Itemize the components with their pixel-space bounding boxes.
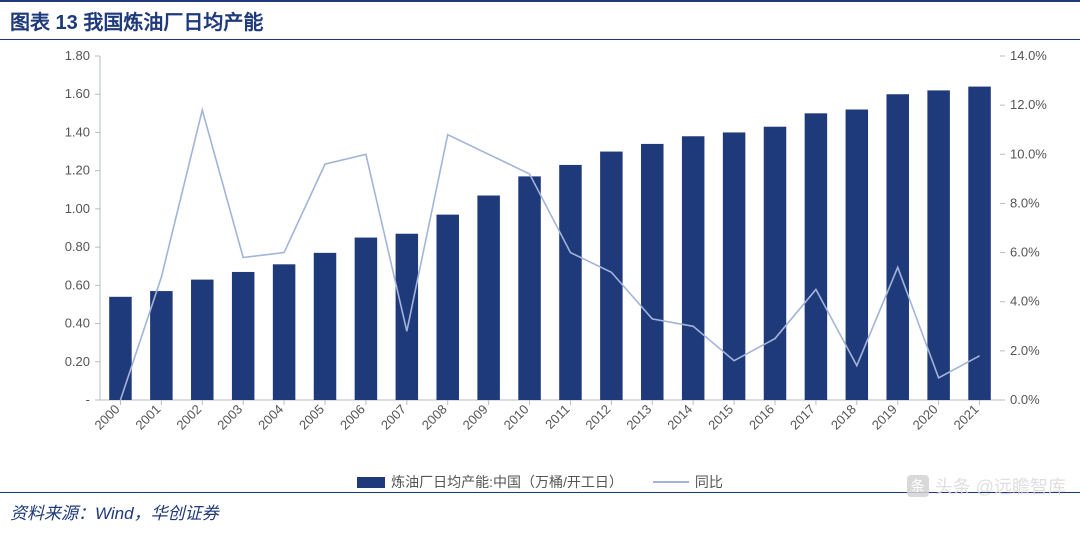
svg-text:2013: 2013 — [623, 402, 654, 433]
bar — [641, 144, 664, 400]
svg-text:0.0%: 0.0% — [1010, 392, 1040, 407]
legend-line-label: 同比 — [695, 472, 723, 492]
svg-text:1.00: 1.00 — [65, 201, 90, 216]
svg-text:2019: 2019 — [869, 402, 900, 433]
svg-text:10.0%: 10.0% — [1010, 146, 1047, 161]
svg-text:2000: 2000 — [92, 402, 123, 433]
chart-title: 图表 13 我国炼油厂日均产能 — [0, 0, 1080, 40]
svg-text:0.60: 0.60 — [65, 277, 90, 292]
svg-text:1.20: 1.20 — [65, 163, 90, 178]
bar — [886, 94, 909, 400]
svg-text:1.80: 1.80 — [65, 48, 90, 63]
svg-text:2007: 2007 — [378, 402, 409, 433]
svg-text:1.40: 1.40 — [65, 124, 90, 139]
bar — [191, 280, 214, 400]
svg-text:2018: 2018 — [828, 402, 859, 433]
legend-line: 同比 — [653, 472, 723, 492]
svg-text:2009: 2009 — [460, 402, 491, 433]
svg-text:0.80: 0.80 — [65, 239, 90, 254]
bar — [764, 127, 787, 400]
legend-line-swatch — [653, 481, 689, 483]
svg-text:-: - — [86, 392, 90, 407]
bar — [232, 272, 255, 400]
svg-text:2002: 2002 — [173, 402, 204, 433]
bar — [805, 113, 828, 400]
svg-text:8.0%: 8.0% — [1010, 195, 1040, 210]
svg-text:2014: 2014 — [664, 402, 695, 433]
chart-container: - 0.20 0.40 0.60 0.80 1.00 1.20 1.40 1.60 1.80 0.0… — [0, 40, 1080, 470]
bar — [927, 90, 950, 400]
legend-bar-label: 炼油厂日均产能:中国（万桶/开工日） — [391, 472, 623, 492]
bar — [436, 215, 459, 400]
svg-text:2017: 2017 — [787, 402, 818, 433]
watermark: 条 头条 @远瞻智库 — [907, 473, 1066, 499]
bar — [600, 152, 623, 400]
legend-bar-swatch — [357, 477, 385, 488]
bar — [109, 297, 132, 400]
svg-text:14.0%: 14.0% — [1010, 48, 1047, 63]
bar — [273, 264, 296, 400]
svg-text:12.0%: 12.0% — [1010, 97, 1047, 112]
svg-text:4.0%: 4.0% — [1010, 294, 1040, 309]
svg-text:2010: 2010 — [501, 402, 532, 433]
svg-text:2020: 2020 — [910, 402, 941, 433]
bar — [150, 291, 173, 400]
svg-text:2005: 2005 — [296, 402, 327, 433]
svg-text:2011: 2011 — [542, 402, 572, 432]
bar — [559, 165, 582, 400]
svg-text:2021: 2021 — [951, 402, 982, 433]
bar — [682, 136, 705, 400]
svg-text:2012: 2012 — [582, 402, 613, 433]
bar — [846, 110, 869, 400]
bar — [477, 196, 500, 400]
svg-text:6.0%: 6.0% — [1010, 245, 1040, 260]
svg-text:2008: 2008 — [419, 402, 450, 433]
svg-text:2001: 2001 — [132, 402, 163, 433]
bar — [355, 238, 378, 400]
watermark-logo-icon: 条 — [907, 475, 929, 497]
svg-text:2003: 2003 — [214, 402, 245, 433]
svg-text:0.40: 0.40 — [65, 316, 90, 331]
bars-group — [109, 87, 991, 400]
svg-text:2016: 2016 — [746, 402, 777, 433]
svg-text:0.20: 0.20 — [65, 354, 90, 369]
svg-text:2015: 2015 — [705, 402, 736, 433]
svg-text:2004: 2004 — [255, 402, 286, 433]
bar — [968, 87, 991, 400]
svg-text:1.60: 1.60 — [65, 86, 90, 101]
legend-bar: 炼油厂日均产能:中国（万桶/开工日） — [357, 472, 623, 492]
svg-text:2.0%: 2.0% — [1010, 343, 1040, 358]
bar — [518, 176, 541, 400]
watermark-text: 头条 @远瞻智库 — [935, 473, 1066, 499]
bar — [314, 253, 337, 400]
svg-text:2006: 2006 — [337, 402, 368, 433]
combo-chart: - 0.20 0.40 0.60 0.80 1.00 1.20 1.40 1.60 1.80 0.0… — [0, 40, 1080, 470]
bar — [396, 234, 419, 400]
